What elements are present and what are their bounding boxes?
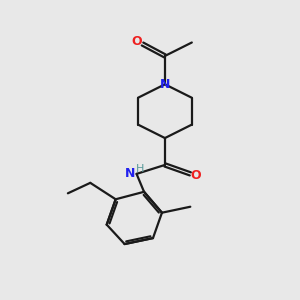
- Text: N: N: [125, 167, 135, 180]
- Text: O: O: [190, 169, 201, 182]
- Text: H: H: [136, 164, 144, 173]
- Text: N: N: [160, 78, 170, 91]
- Text: O: O: [132, 35, 142, 48]
